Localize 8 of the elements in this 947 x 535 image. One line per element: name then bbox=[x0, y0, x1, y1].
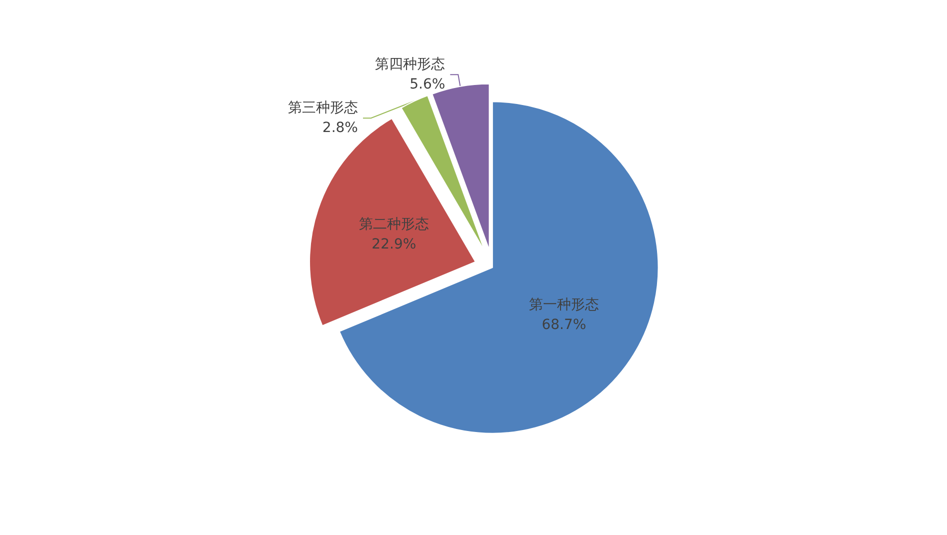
slice-label: 第一种形态 bbox=[528, 297, 599, 314]
data-label: 2.8% bbox=[322, 120, 358, 136]
data-label: 5.6% bbox=[410, 76, 446, 93]
data-label: 68.7% bbox=[542, 317, 586, 334]
slice-label: 第四种形态 bbox=[375, 56, 446, 73]
slice-label: 第二种形态 bbox=[358, 216, 429, 232]
data-label: 22.9% bbox=[372, 236, 416, 252]
slice-label: 第三种形态 bbox=[288, 100, 358, 116]
